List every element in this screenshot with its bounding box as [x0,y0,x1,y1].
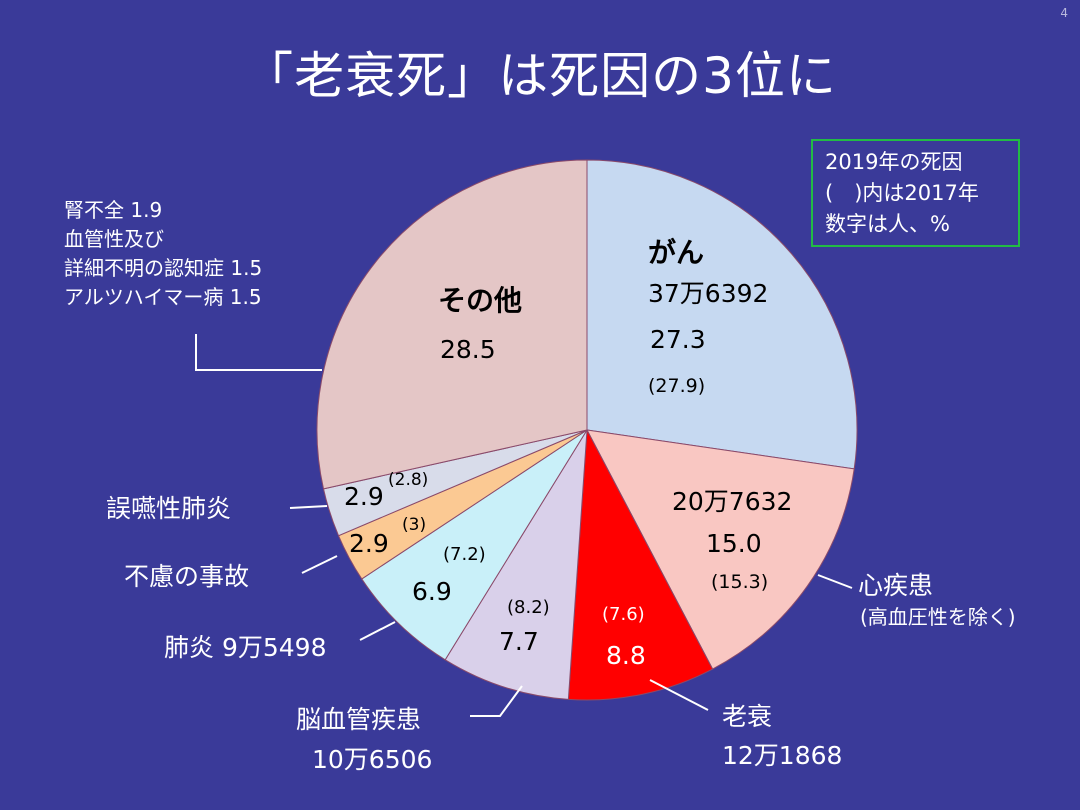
senility-leader-line [649,679,709,711]
slice-other [316,159,588,490]
other-breakdown-line: アルツハイマー病 1.5 [64,285,262,309]
pneumonia-leader-line [359,621,396,641]
heart-prev: (15.3) [711,571,768,593]
cerebrovascular-count: 10万6506 [312,745,433,774]
aspiration-prev: (2.8) [388,470,428,490]
accident-prev: (3) [402,515,426,535]
legend-line-units: 数字は人、% [825,212,950,236]
senility-prev: (7.6) [602,604,645,625]
other-breakdown-line: 腎不全 1.9 [64,198,163,222]
heart-disease-label: 心疾患 [858,571,934,600]
cerebro-value: 7.7 [499,627,539,656]
cerebro-leader-line [470,685,523,717]
slice-cancer [586,159,858,470]
legend-line-parentheses: ( )内は2017年 [825,181,979,205]
accident-value: 2.9 [349,529,389,558]
aspiration-leader-line [289,505,328,509]
other-name: その他 [438,284,522,317]
accident-label: 不慮の事故 [124,562,250,591]
senility-label: 老衰 [722,702,773,731]
pneumonia-label: 肺炎 9万5498 [164,633,327,662]
slice-cerebrovascular [444,429,588,700]
other-leader-line [195,334,322,371]
other-value: 28.5 [440,335,496,364]
heart-count: 20万7632 [672,487,792,516]
cancer-value: 27.3 [650,325,706,354]
page-number: 4 [1060,6,1068,20]
cancer-name: がん [648,236,704,269]
legend-line-year: 2019年の死因 [825,150,963,174]
cancer-prev: (27.9) [648,375,705,397]
slice-pneumonia [361,429,588,661]
cancer-count: 37万6392 [648,279,768,308]
slice-heart-disease [586,429,855,670]
heart-leader-line [817,574,853,589]
aspiration-value: 2.9 [344,482,384,511]
other-breakdown-note: 腎不全 1.9 血管性及び 詳細不明の認知症 1.5 アルツハイマー病 1.5 [64,196,262,312]
pneumonia-value: 6.9 [412,577,452,606]
senility-value: 8.8 [606,641,646,670]
pneumonia-prev: (7.2) [443,544,486,565]
slide-title: 「老衰死」は死因の3位に [243,47,837,105]
heart-disease-note: (高血圧性を除く) [860,605,1016,629]
heart-value: 15.0 [706,529,762,558]
legend-note-box: 2019年の死因 ( )内は2017年 数字は人、% [811,139,1020,247]
other-breakdown-line: 詳細不明の認知症 1.5 [64,256,263,280]
senility-count: 12万1868 [722,741,843,770]
slice-senility [567,428,714,701]
aspiration-pneumonia-label: 誤嚥性肺炎 [106,494,232,523]
accident-leader-line [301,555,338,574]
other-breakdown-line: 血管性及び [64,227,164,251]
cerebro-prev: (8.2) [507,597,550,618]
cerebrovascular-label: 脳血管疾患 [296,705,422,734]
